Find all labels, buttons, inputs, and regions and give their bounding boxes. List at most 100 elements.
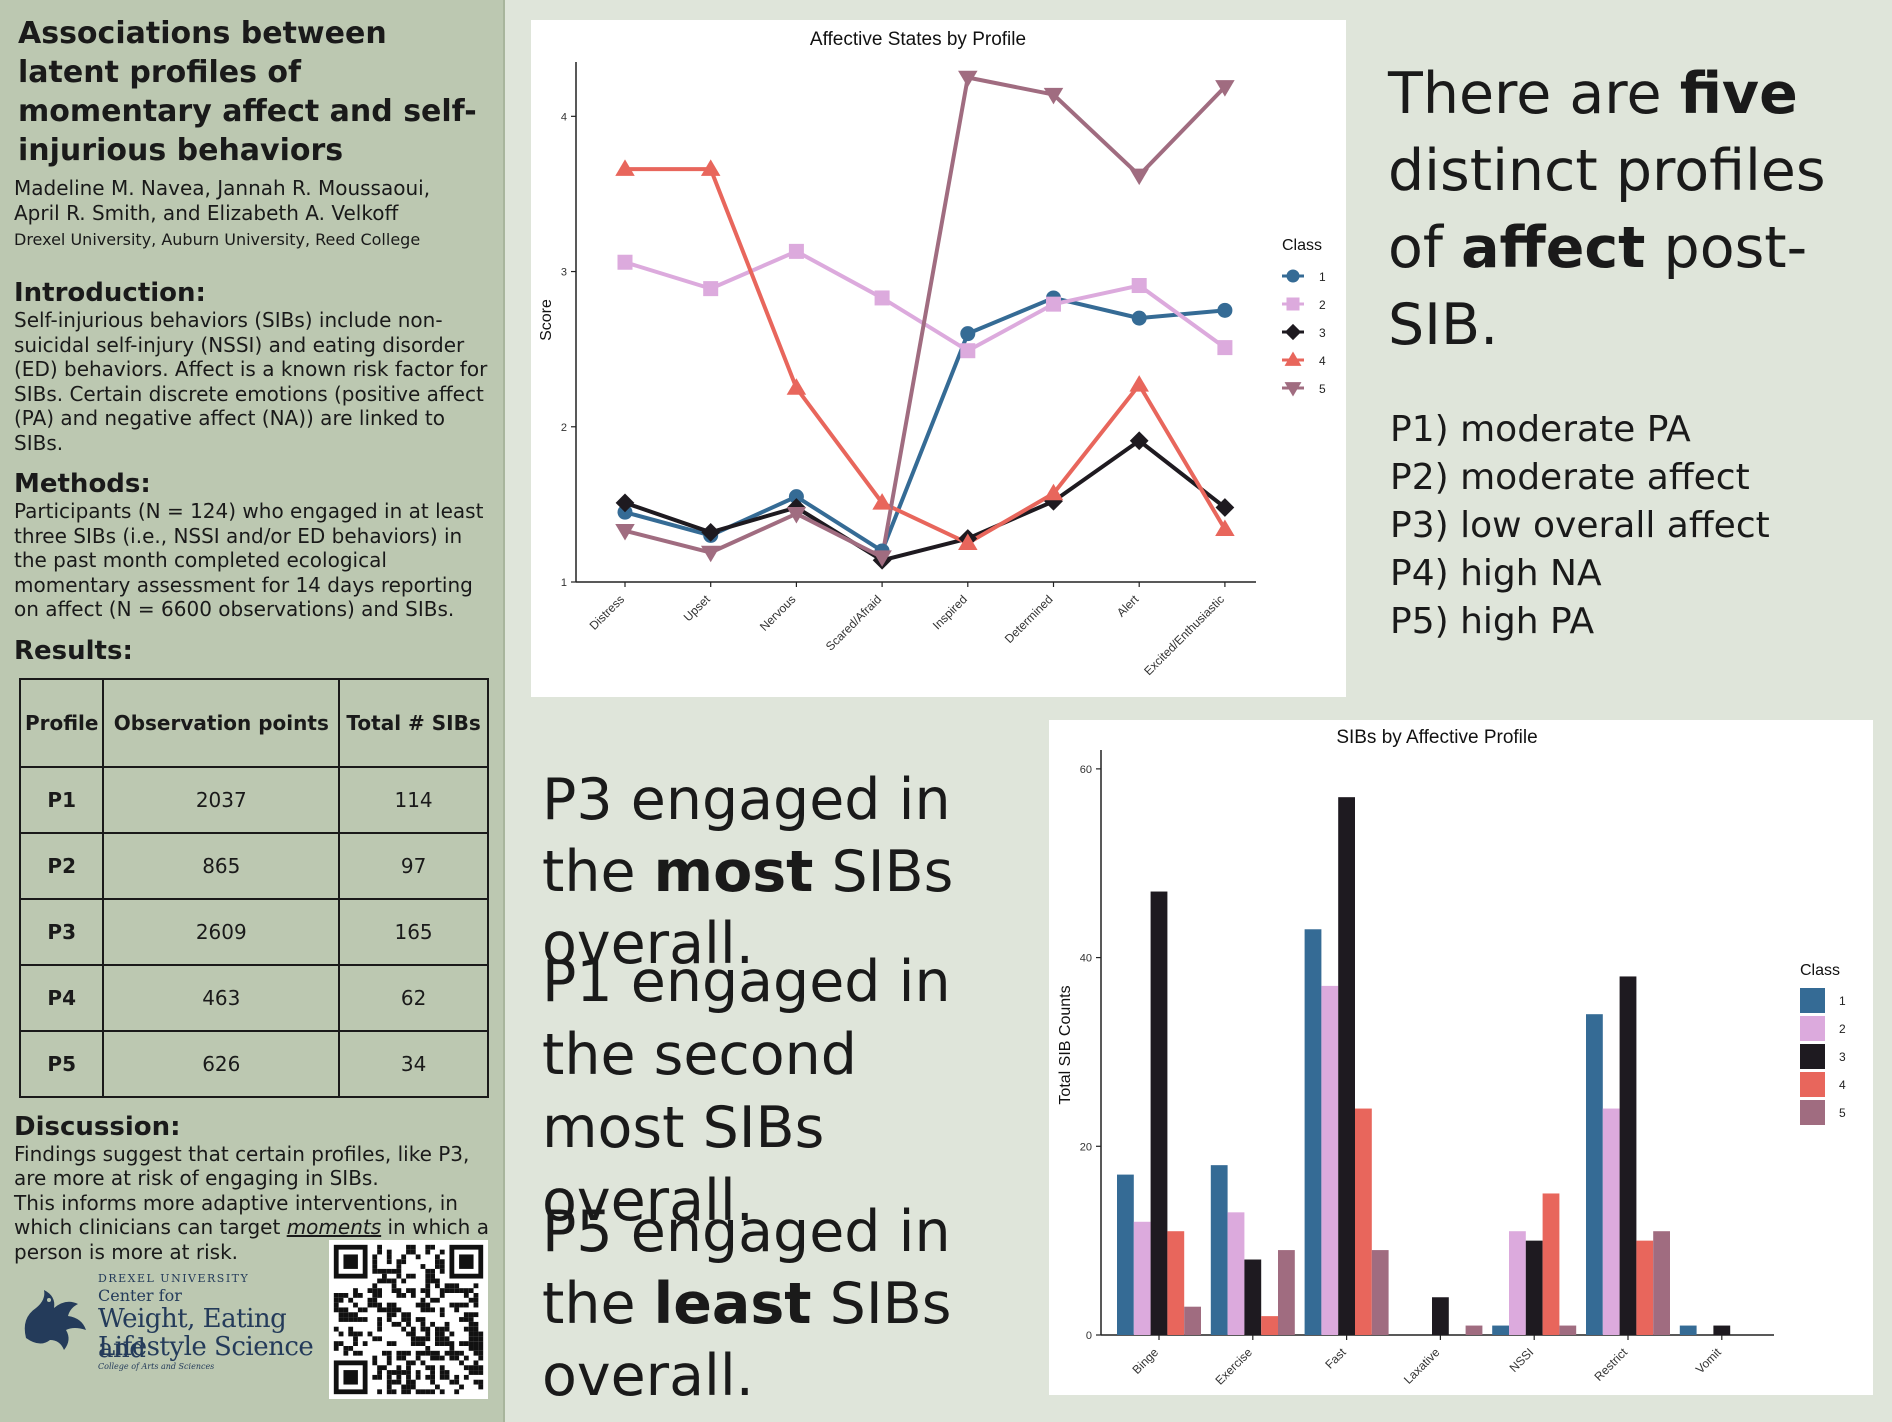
qr-module bbox=[439, 1268, 445, 1274]
qr-module bbox=[478, 1346, 484, 1351]
table-cell: 626 bbox=[102, 1029, 341, 1098]
qr-module bbox=[478, 1341, 484, 1346]
qr-module bbox=[410, 1341, 416, 1346]
discussion-text-1: Findings suggest that certain profiles, … bbox=[14, 1141, 470, 1191]
qr-module bbox=[372, 1302, 378, 1308]
y-tick-label: 1 bbox=[561, 577, 567, 589]
qr-module bbox=[338, 1297, 344, 1303]
bar-class-4 bbox=[1167, 1231, 1185, 1335]
point-marker bbox=[1215, 498, 1235, 517]
legend-title: Class bbox=[1800, 962, 1840, 979]
bar-class-5 bbox=[1465, 1325, 1483, 1335]
point-marker bbox=[788, 243, 804, 259]
point-marker bbox=[1284, 382, 1302, 397]
qr-module bbox=[410, 1331, 416, 1337]
qr-module bbox=[410, 1293, 416, 1298]
qr-module bbox=[444, 1283, 450, 1289]
qr-module bbox=[338, 1312, 344, 1318]
qr-module bbox=[391, 1307, 397, 1313]
y-axis-label: Score bbox=[538, 299, 555, 341]
qr-module bbox=[425, 1307, 431, 1313]
qr-module bbox=[372, 1374, 378, 1380]
qr-module bbox=[333, 1302, 339, 1308]
qr-module bbox=[473, 1321, 479, 1327]
x-tick-label: Restrict bbox=[1591, 1345, 1630, 1384]
qr-module bbox=[420, 1321, 426, 1327]
qr-module bbox=[454, 1307, 460, 1313]
text-segment: P5 engaged in the bbox=[542, 1199, 951, 1337]
five-profiles-statement: There are five distinct profiles of affe… bbox=[1388, 56, 1868, 364]
bar-class-1 bbox=[1210, 1165, 1228, 1335]
qr-module bbox=[410, 1360, 416, 1366]
qr-module bbox=[420, 1326, 426, 1332]
qr-module bbox=[348, 1317, 354, 1322]
qr-module bbox=[406, 1312, 411, 1318]
qr-module bbox=[333, 1346, 339, 1351]
bar-class-5 bbox=[1559, 1325, 1577, 1335]
x-tick-label: Fast bbox=[1322, 1345, 1349, 1372]
qr-module bbox=[343, 1307, 349, 1313]
qr-module bbox=[459, 1384, 464, 1390]
qr-module bbox=[401, 1317, 407, 1322]
point-marker bbox=[786, 506, 807, 524]
qr-module bbox=[463, 1365, 469, 1371]
discussion-text-2: This informs more adaptive interventions… bbox=[14, 1191, 491, 1265]
qr-module bbox=[478, 1384, 484, 1390]
qr-module bbox=[430, 1379, 435, 1385]
qr-module bbox=[439, 1264, 445, 1269]
qr-module bbox=[382, 1278, 387, 1284]
qr-module bbox=[367, 1288, 373, 1293]
qr-module bbox=[415, 1317, 421, 1322]
text-segment: distinct profiles of bbox=[1388, 138, 1826, 281]
bar-class-3 bbox=[1338, 797, 1355, 1335]
qr-module bbox=[473, 1336, 479, 1342]
qr-module bbox=[382, 1307, 387, 1313]
qr-module bbox=[449, 1355, 455, 1361]
qr-module bbox=[439, 1374, 445, 1380]
qr-module bbox=[410, 1249, 416, 1255]
qr-module bbox=[406, 1249, 411, 1255]
qr-module bbox=[382, 1268, 387, 1274]
qr-module bbox=[386, 1307, 392, 1313]
qr-module bbox=[463, 1374, 469, 1380]
y-tick-label: 3 bbox=[561, 267, 567, 279]
qr-module bbox=[449, 1283, 455, 1289]
qr-module bbox=[396, 1379, 402, 1385]
qr-module bbox=[377, 1244, 382, 1250]
bar-class-5 bbox=[1184, 1306, 1201, 1335]
qr-module bbox=[435, 1264, 440, 1269]
qr-module bbox=[396, 1355, 402, 1361]
qr-module bbox=[435, 1384, 440, 1390]
qr-module bbox=[444, 1341, 450, 1346]
qr-module bbox=[401, 1278, 407, 1284]
legend-swatch bbox=[1800, 1016, 1825, 1041]
qr-module bbox=[396, 1288, 402, 1293]
qr-module bbox=[406, 1321, 411, 1327]
qr-module bbox=[410, 1379, 416, 1385]
discussion-text-2c: in which a person is more at risk. bbox=[14, 1215, 489, 1264]
qr-code[interactable] bbox=[329, 1240, 488, 1399]
qr-module bbox=[415, 1355, 421, 1361]
y-tick-label: 4 bbox=[561, 111, 567, 123]
qr-module bbox=[372, 1264, 378, 1269]
x-tick-label: Nervous bbox=[757, 592, 798, 633]
qr-module bbox=[435, 1341, 440, 1346]
qr-module bbox=[386, 1341, 392, 1346]
profile-item: P4) high NA bbox=[1390, 553, 1602, 594]
point-marker bbox=[960, 326, 976, 342]
qr-module bbox=[386, 1249, 392, 1255]
table-cell: P3 bbox=[18, 897, 105, 966]
qr-module bbox=[372, 1283, 378, 1289]
point-marker bbox=[617, 254, 633, 270]
qr-module bbox=[415, 1254, 421, 1260]
logo-name-line-1: Weight, Eating and bbox=[98, 1304, 287, 1364]
qr-module bbox=[410, 1384, 416, 1390]
table-row: P1 2037 114 bbox=[18, 765, 489, 834]
qr-module bbox=[391, 1288, 397, 1293]
qr-module bbox=[435, 1331, 440, 1337]
qr-module bbox=[463, 1293, 469, 1298]
y-tick-label: 2 bbox=[561, 422, 567, 434]
qr-module bbox=[377, 1307, 382, 1313]
qr-module bbox=[343, 1346, 349, 1351]
qr-module bbox=[435, 1283, 440, 1289]
